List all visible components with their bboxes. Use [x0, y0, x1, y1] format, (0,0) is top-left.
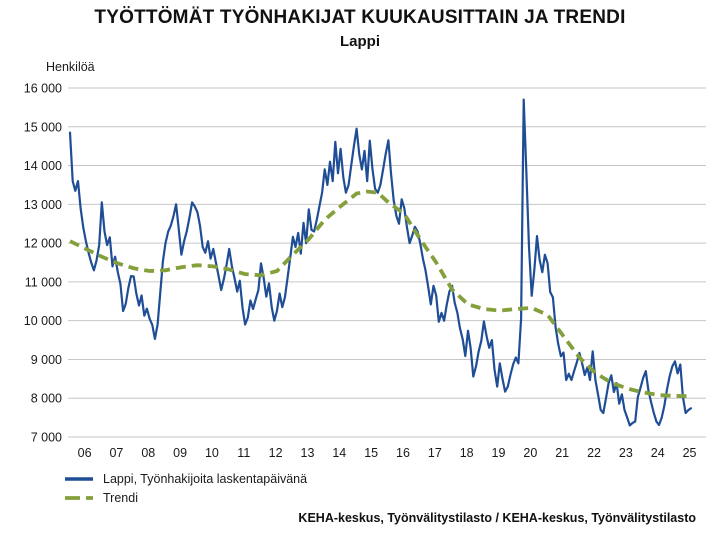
monthly-series-swatch — [65, 476, 93, 481]
x-tick-label: 22 — [587, 446, 601, 460]
x-tick-label: 17 — [428, 446, 442, 460]
trend-series-line — [69, 189, 691, 399]
x-tick-label: 07 — [109, 446, 123, 460]
x-tick-label: 19 — [492, 446, 506, 460]
x-axis-tick-labels: 06 07 08 09 10 11 12 13 14 15 16 17 18 19 20 21 22 23 24 25 — [78, 446, 697, 460]
y-tick-label: 16 000 — [24, 82, 62, 96]
gridlines — [68, 87, 706, 438]
x-tick-label: 16 — [396, 446, 410, 460]
y-tick-label: 9 000 — [31, 353, 62, 367]
trend-series-swatch — [65, 495, 93, 500]
y-tick-label: 8 000 — [31, 392, 62, 406]
x-tick-label: 18 — [460, 446, 474, 460]
x-tick-label: 11 — [237, 446, 250, 460]
x-tick-label: 15 — [364, 446, 378, 460]
x-tick-label: 09 — [173, 446, 187, 460]
y-tick-label: 11 000 — [25, 275, 62, 289]
y-tick-label: 15 000 — [24, 120, 62, 134]
legend-item-monthly: Lappi, Työnhakijoita laskentapäivänä — [64, 469, 307, 488]
source-attribution: KEHA-keskus, Työnvälitystilasto / KEHA-k… — [298, 511, 696, 525]
x-tick-label: 21 — [555, 446, 569, 460]
x-tick-label: 20 — [523, 446, 537, 460]
y-tick-label: 14 000 — [24, 159, 62, 173]
monthly-series-line — [68, 98, 693, 427]
x-tick-label: 10 — [205, 446, 219, 460]
legend-label-monthly: Lappi, Työnhakijoita laskentapäivänä — [103, 471, 308, 486]
x-tick-label: 24 — [651, 446, 665, 460]
x-tick-label: 25 — [683, 446, 697, 460]
chart-legend: Lappi, Työnhakijoita laskentapäivänä Tre… — [64, 469, 307, 507]
legend-item-trend: Trendi — [64, 488, 307, 507]
y-axis-tick-labels: 7 000 8 000 9 000 10 000 11 000 12 000 13 000 1… — [24, 82, 62, 445]
y-tick-label: 10 000 — [24, 314, 62, 328]
chart-subtitle: Lappi — [340, 33, 380, 50]
x-tick-label: 08 — [141, 446, 155, 460]
x-tick-label: 12 — [269, 446, 283, 460]
x-tick-label: 23 — [619, 446, 633, 460]
x-tick-label: 14 — [332, 446, 346, 460]
x-tick-label: 06 — [78, 446, 92, 460]
legend-label-trend: Trendi — [103, 490, 138, 505]
x-tick-label: 13 — [301, 446, 315, 460]
chart-title: TYÖTTÖMÄT TYÖNHAKIJAT KUUKAUSITTAIN JA T… — [94, 7, 626, 28]
y-axis-title: Henkilöä — [46, 60, 95, 74]
y-tick-label: 12 000 — [24, 237, 62, 251]
y-tick-label: 7 000 — [31, 431, 62, 445]
y-tick-label: 13 000 — [24, 198, 62, 212]
